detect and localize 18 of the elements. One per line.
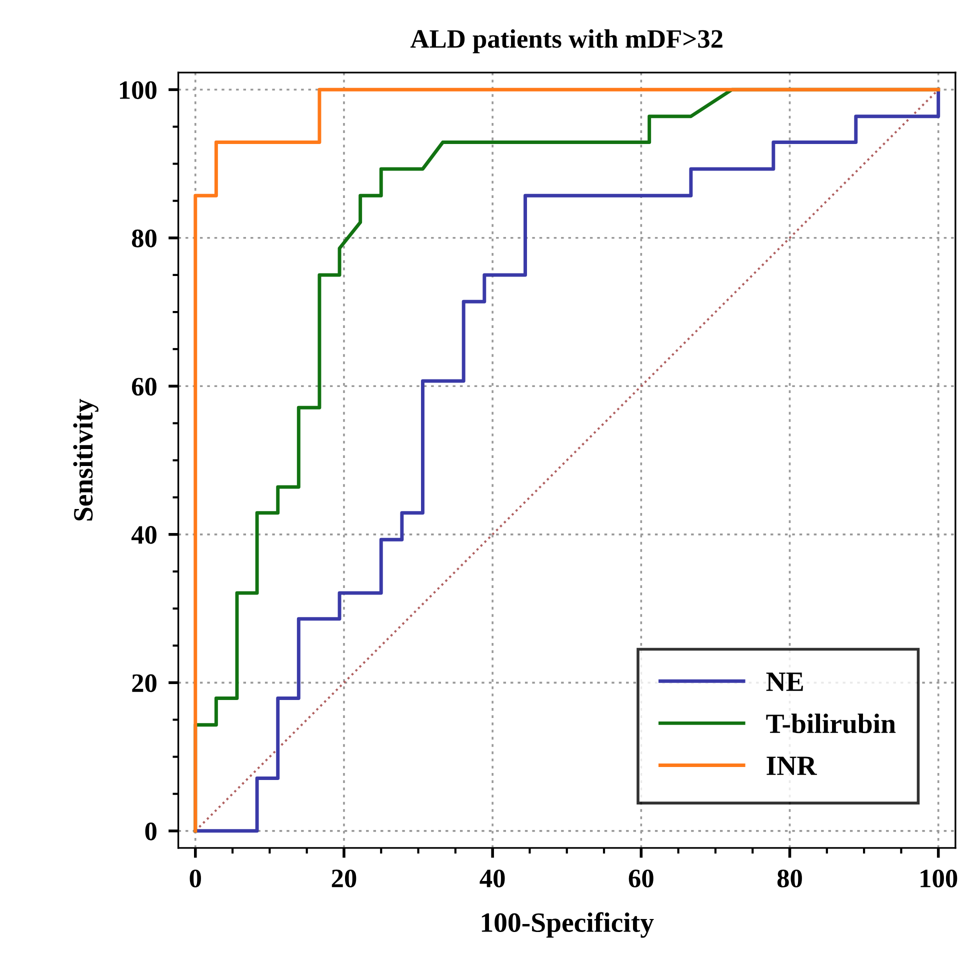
y-tick-label: 40 <box>131 526 156 544</box>
legend-label: T-bilirubin <box>766 714 896 734</box>
chart-title: ALD patients with mDF>32 <box>410 29 722 54</box>
x-tick-label: 20 <box>332 870 356 888</box>
y-tick-label: 100 <box>120 81 156 100</box>
y-tick-label: 20 <box>132 674 156 692</box>
legend-label: NE <box>766 672 803 691</box>
legend-label: INR <box>766 756 817 775</box>
x-axis-title: 100-Specificity <box>482 912 654 938</box>
y-axis-title: Sensitivity <box>73 398 98 521</box>
x-tick-label: 80 <box>777 870 802 888</box>
x-tick-label: 60 <box>628 870 654 888</box>
y-tick-label: 80 <box>132 230 156 248</box>
y-tick-label: 60 <box>132 378 156 396</box>
x-tick-label: 100 <box>920 870 958 888</box>
x-tick-label: 40 <box>480 870 505 888</box>
y-tick-label: 0 <box>145 822 156 840</box>
x-tick-label: 0 <box>190 870 201 888</box>
